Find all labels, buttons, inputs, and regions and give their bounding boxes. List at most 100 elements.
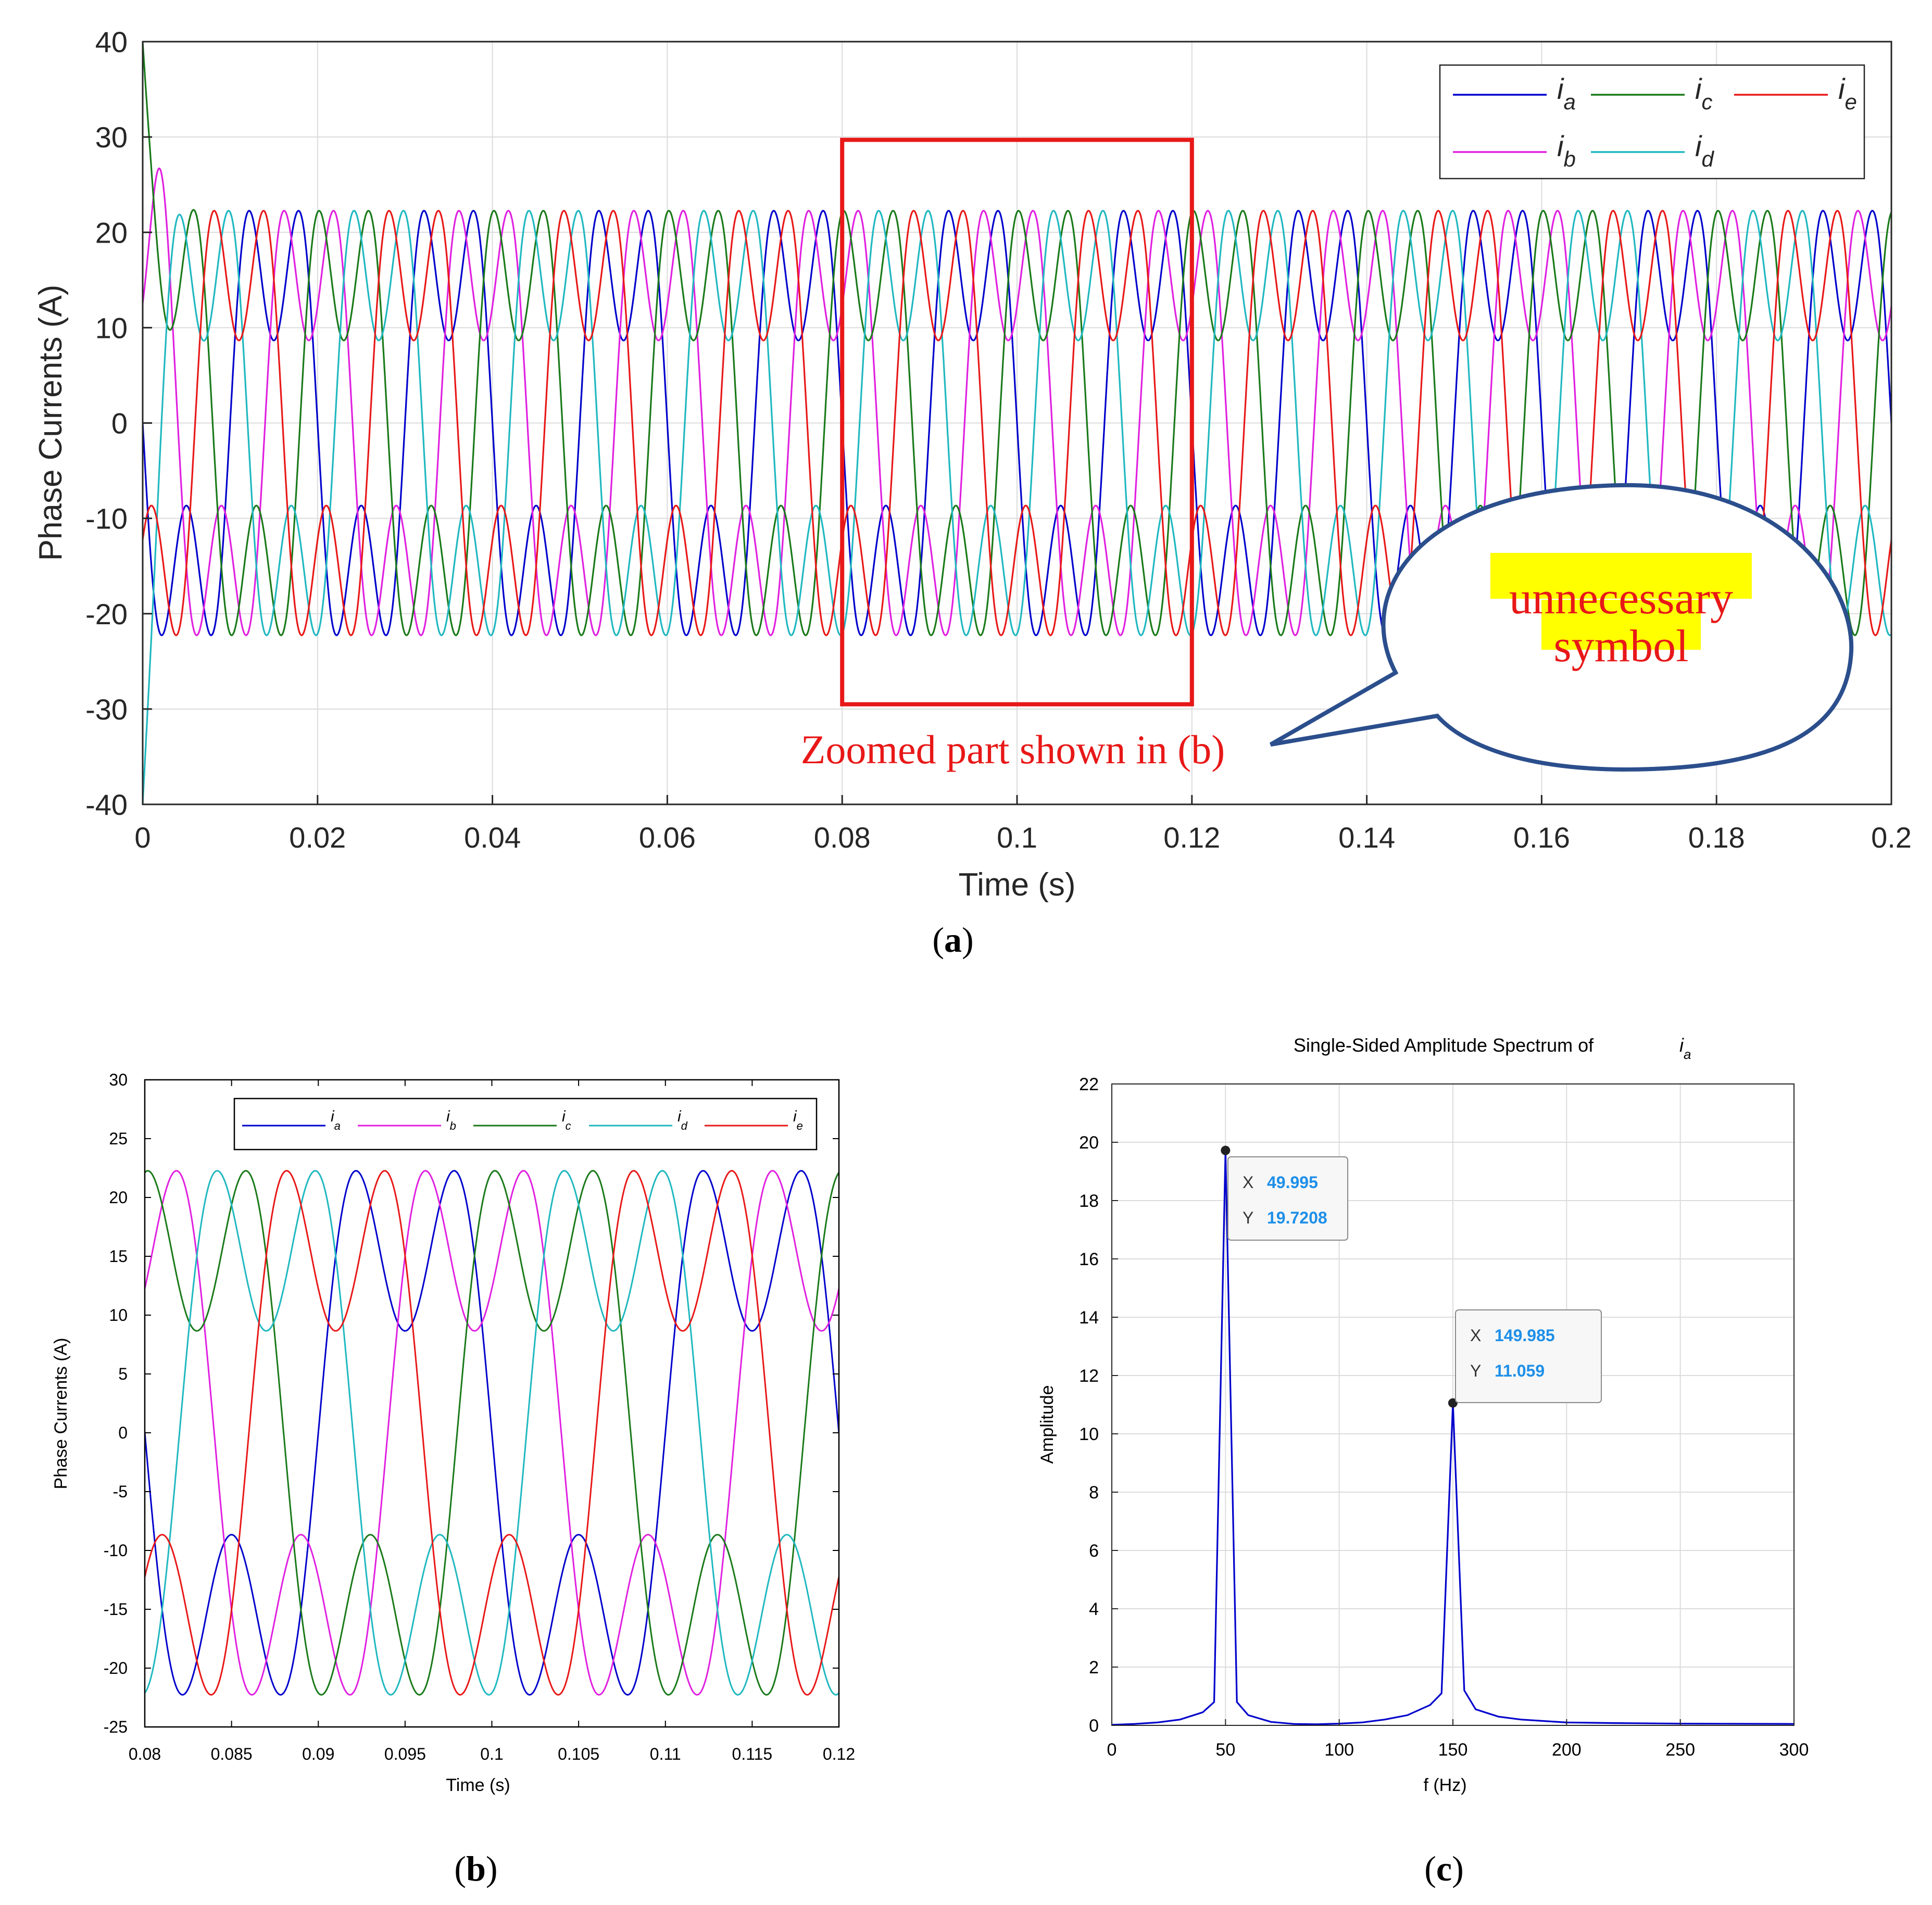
panel-c-caption-letter: c <box>1436 1849 1452 1888</box>
panel-a-legend-label-i_b: ib <box>1557 130 1576 171</box>
panel-b-y-tick-label: -25 <box>104 1718 128 1736</box>
panel-b-x-tick-label: 0.1 <box>480 1745 503 1763</box>
panel-c-title: Single-Sided Amplitude Spectrum of <box>1294 1034 1594 1056</box>
panel-a-x-tick-label: 0.04 <box>464 821 521 854</box>
panel-b-legend-label-i_d: id <box>678 1108 688 1132</box>
panel-b-legend-label-i_b: ib <box>446 1108 456 1132</box>
panel-a-x-tick-label: 0.08 <box>814 821 871 854</box>
panel-b-legend-label-i_c: ic <box>562 1108 571 1132</box>
panel-b-x-tick-label: 0.08 <box>129 1745 161 1763</box>
panel-c-y-tick-label: 18 <box>1079 1191 1099 1211</box>
panel-b-x-ticks: 0.08 0.085 0.09 0.095 0.1 0.105 0.11 0.115 0.12 <box>129 1080 855 1763</box>
panel-c-y-tick-label: 20 <box>1079 1133 1099 1153</box>
panel-c-datatip-y-label: Y <box>1243 1208 1253 1227</box>
panel-c-series <box>1112 1150 1794 1725</box>
panel-b-caption: (b) <box>454 1849 497 1888</box>
panel-b-series-i_d <box>145 1170 839 1696</box>
panel-c-x-axis-label: f (Hz) <box>1423 1775 1466 1795</box>
panel-b-x-tick-label: 0.085 <box>211 1745 253 1763</box>
panel-c-y-axis-label: Amplitude <box>1037 1385 1057 1464</box>
panel-a-legend-label-i_c: ic <box>1695 72 1712 114</box>
panel-a-x-tick-label: 0.12 <box>1163 821 1220 854</box>
panel-c-x-tick-label: 300 <box>1779 1740 1809 1760</box>
panel-a-legend-box <box>1439 64 1865 180</box>
panel-b-plot-area <box>145 1080 839 1727</box>
panel-c-y-tick-label: 0 <box>1089 1716 1099 1736</box>
panel-a-y-tick-label: 40 <box>95 26 128 58</box>
panel-a-y-tick-label: 20 <box>95 216 128 249</box>
panel-b-y-tick-label: 25 <box>109 1129 128 1148</box>
panel-c-y-tick-label: 8 <box>1089 1483 1099 1503</box>
speech-bubble: unnecessary symbol <box>1270 483 1854 772</box>
panel-a-y-tick-label: 10 <box>95 311 128 344</box>
panel-c-x-tick-label: 0 <box>1107 1740 1117 1760</box>
panel-a-x-tick-label: 0.16 <box>1513 821 1570 854</box>
panel-c-datatip-marker <box>1221 1145 1231 1155</box>
panel-b-y-tick-label: 10 <box>109 1306 128 1324</box>
panel-c-datatip-y-label: Y <box>1470 1361 1481 1380</box>
panel-b-caption-letter: b <box>466 1849 486 1888</box>
panel-b-x-axis-label: Time (s) <box>446 1775 510 1795</box>
bubble-text-line1: unnecessary <box>1509 573 1733 624</box>
panel-c-y-tick-label: 14 <box>1079 1308 1099 1328</box>
zoom-region-box <box>840 137 1194 707</box>
panel-a-x-ticks: 0 0.02 0.04 0.06 0.08 0.1 0.12 0.14 0.16 0.18 0.2 <box>134 795 1912 854</box>
panel-b-y-tick-label: -5 <box>113 1482 128 1501</box>
panel-c-x-tick-label: 250 <box>1665 1740 1695 1760</box>
panel-b-x-tick-label: 0.11 <box>650 1745 681 1763</box>
panel-b-y-ticks: 30 25 20 15 10 5 0 -5 -10 -15 -20 -25 <box>104 1070 839 1736</box>
panel-b-legend-box <box>233 1097 818 1151</box>
panel-a-series-i_c <box>143 42 1891 636</box>
panel-b-legend: ia ib ic id ie <box>233 1097 818 1151</box>
panel-a-x-tick-label: 0 <box>134 821 150 854</box>
panel-b-y-tick-label: 15 <box>109 1247 128 1266</box>
panel-c-datatip-y-value: 11.059 <box>1495 1361 1545 1380</box>
panel-b-series-i_e <box>145 1170 839 1696</box>
panel-b-y-tick-label: 5 <box>118 1365 128 1383</box>
panel-a-x-tick-label: 0.02 <box>289 821 346 854</box>
panel-a-y-tick-label: 30 <box>95 121 128 154</box>
panel-b: 0.08 0.085 0.09 0.095 0.1 0.105 0.11 0.115 0.12 … <box>51 1070 855 1888</box>
panel-a-series-i_e <box>143 210 1891 636</box>
panel-c-y-tick-label: 4 <box>1089 1599 1099 1619</box>
panel-a-caption-letter: a <box>944 920 962 960</box>
panel-b-legend-label-i_a: ia <box>331 1108 341 1132</box>
panel-b-y-tick-label: 0 <box>118 1423 128 1442</box>
panel-a-y-axis-label: Phase Currents (A) <box>33 285 69 561</box>
panel-b-series-i_c <box>145 1170 839 1696</box>
panel-c-datatip-x-label: X <box>1243 1173 1253 1192</box>
panel-b-x-tick-label: 0.115 <box>732 1745 773 1763</box>
panel-a: 0 0.02 0.04 0.06 0.08 0.1 0.12 0.14 0.16 0.18 0.2 … <box>33 26 1912 960</box>
panel-a-legend: ia ib ic id ie <box>1439 64 1865 180</box>
panel-c-title-symbol-letter: i <box>1679 1034 1684 1056</box>
panel-c-y-tick-label: 2 <box>1089 1658 1099 1677</box>
panel-c-title-symbol: ia <box>1679 1034 1691 1062</box>
panel-c-y-tick-label: 22 <box>1079 1075 1099 1094</box>
panel-a-series-i_d <box>143 210 1891 804</box>
panel-a-x-tick-label: 0.1 <box>997 821 1037 854</box>
panel-b-x-tick-label: 0.105 <box>558 1745 599 1763</box>
panel-c-datatip-x-label: X <box>1470 1326 1481 1345</box>
panel-b-y-tick-label: 30 <box>109 1070 128 1089</box>
panel-b-y-tick-label: -15 <box>104 1600 128 1619</box>
panel-c-datatips: X 49.995 Y 19.7208 X 149.985 Y 11.059 <box>1221 1145 1602 1408</box>
bubble-highlight-line1 <box>1490 553 1752 599</box>
panel-b-y-tick-label: -10 <box>104 1541 128 1560</box>
panel-b-x-tick-label: 0.09 <box>302 1745 334 1763</box>
panel-a-caption: (a) <box>932 920 973 960</box>
panel-b-x-tick-label: 0.12 <box>823 1745 855 1763</box>
panel-c-y-tick-label: 16 <box>1079 1250 1099 1269</box>
panel-c-y-tick-label: 10 <box>1079 1424 1099 1444</box>
panel-c-caption: (c) <box>1424 1849 1464 1888</box>
panel-a-legend-label-i_d: id <box>1695 130 1714 171</box>
panel-a-y-tick-label: -40 <box>85 788 128 821</box>
panel-a-legend-label-i_e: ie <box>1838 72 1857 114</box>
panel-c-x-tick-label: 100 <box>1324 1740 1354 1760</box>
panel-b-legend-entries: ia ib ic id ie <box>242 1108 803 1132</box>
panel-c-x-tick-label: 150 <box>1438 1740 1468 1760</box>
panel-c-title-symbol-subscript: a <box>1684 1046 1691 1062</box>
panel-c-datatip-x-value: 49.995 <box>1267 1173 1318 1192</box>
bubble-text-line2: symbol <box>1553 621 1688 672</box>
